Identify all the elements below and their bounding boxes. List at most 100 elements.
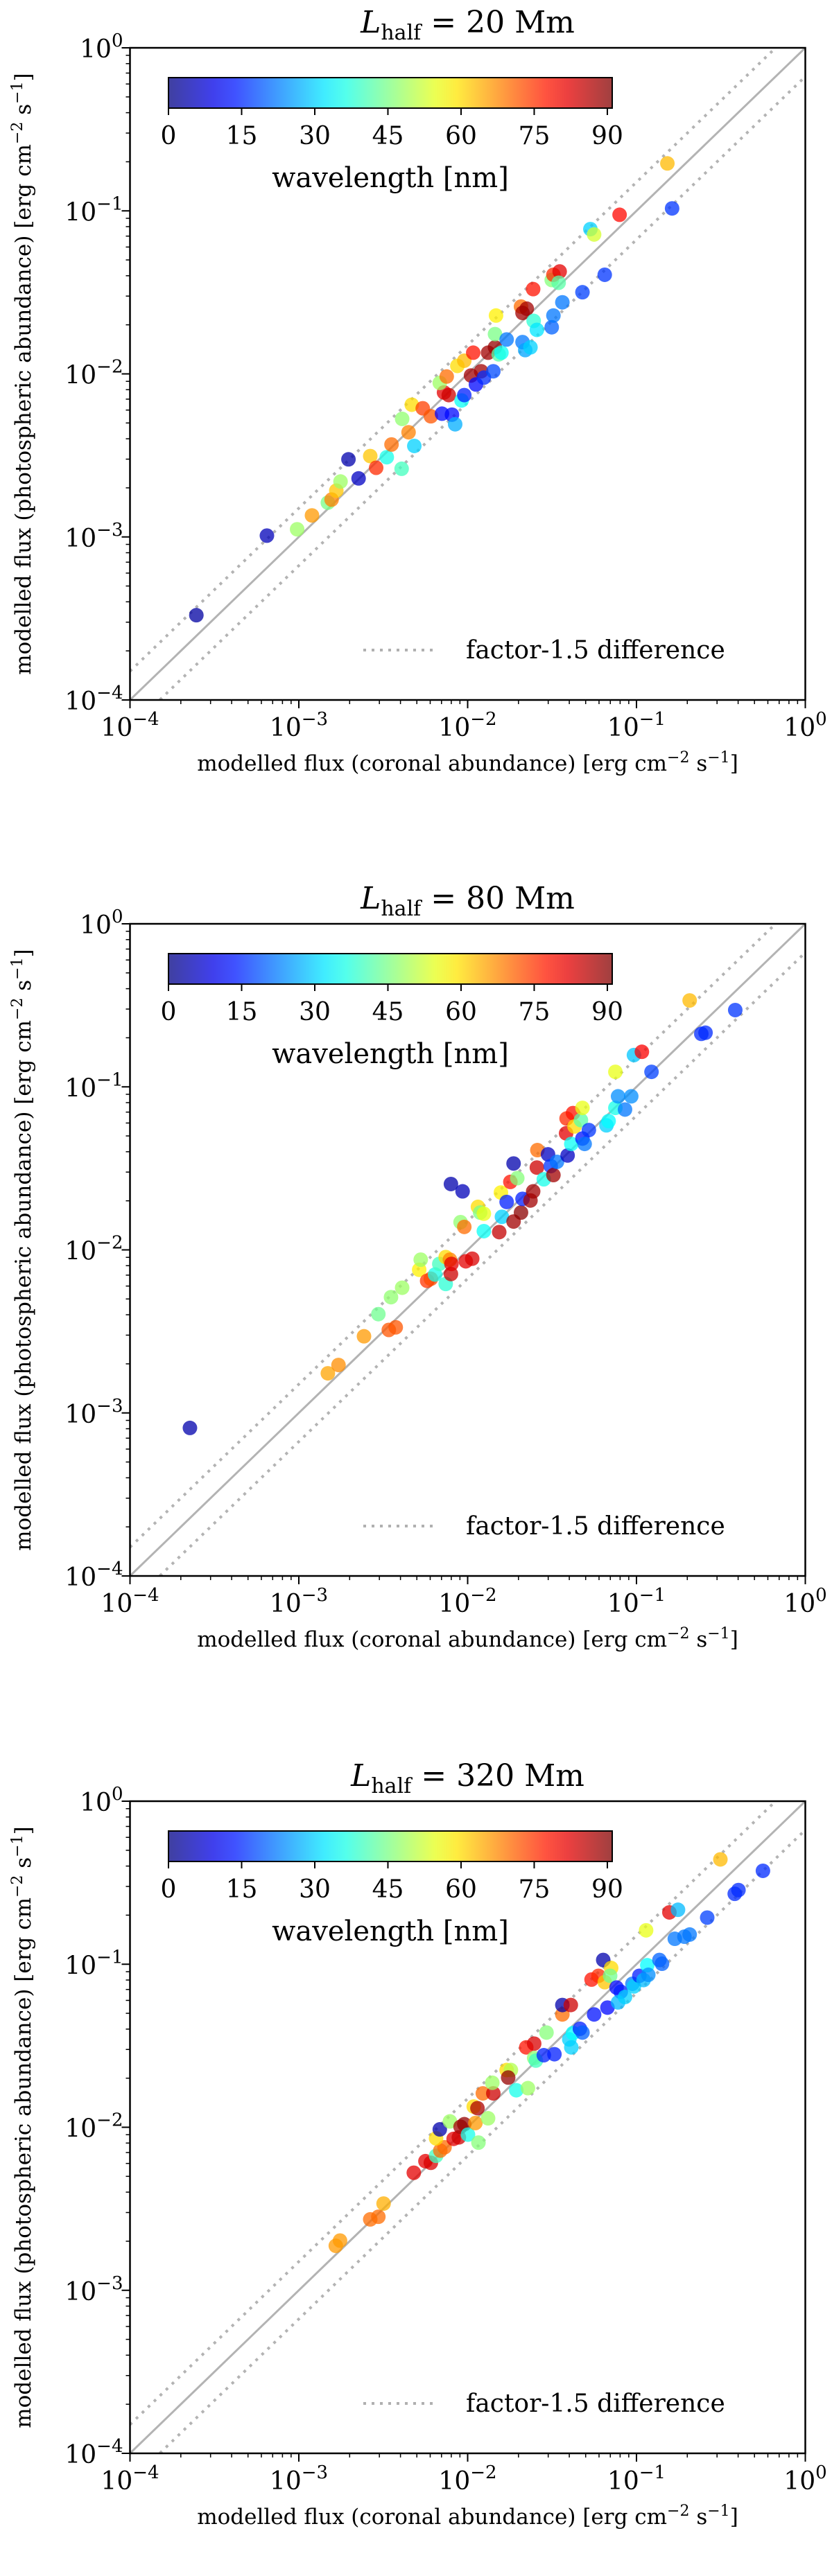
colorbar-label: wavelength [nm] — [272, 1038, 509, 1070]
data-point — [259, 528, 275, 543]
data-point — [351, 471, 366, 486]
data-point — [755, 1863, 770, 1878]
colorbar-tick-label: 60 — [445, 1875, 477, 1904]
data-point — [488, 308, 503, 323]
data-point — [388, 1320, 404, 1335]
colorbar-tick-label: 90 — [591, 1875, 623, 1904]
data-point — [320, 1366, 336, 1381]
data-point — [551, 275, 566, 290]
scatter-panel-1: Lhalf = 20 Mm 10−4 10−3 10−2 10−1 100 10−4 10−3… — [0, 0, 832, 859]
data-point — [587, 2007, 602, 2022]
data-point — [486, 2086, 501, 2101]
colorbar — [168, 953, 613, 985]
y-tick-label: 10−4 — [64, 683, 123, 716]
data-point — [682, 993, 697, 1008]
colorbar-tick-label: 30 — [299, 122, 331, 150]
scatter-chart: Lhalf = 320 Mm 10−4 10−3 10−2 10−1 100 10−4 10−… — [9, 1758, 827, 2530]
data-point — [444, 1256, 459, 1272]
data-point — [526, 2036, 541, 2051]
scatter-chart: Lhalf = 20 Mm 10−4 10−3 10−2 10−1 100 10−4 10−3… — [9, 5, 827, 776]
data-point — [384, 437, 399, 452]
colorbar-tick-label: 45 — [372, 998, 404, 1026]
y-axis-label: modelled flux (photospheric abundance) [… — [9, 949, 36, 1550]
colorbar-tick-label: 75 — [519, 122, 551, 150]
data-point — [587, 227, 602, 242]
data-point — [727, 1002, 743, 1017]
data-point — [470, 2101, 485, 2116]
x-tick-label: 10−4 — [101, 2462, 159, 2496]
data-point — [564, 1137, 579, 1152]
data-point — [480, 2111, 496, 2126]
colorbar-label: wavelength [nm] — [272, 1916, 509, 1947]
colorbar-tick-label: 90 — [591, 998, 623, 1026]
data-point — [536, 2048, 551, 2063]
x-tick-label: 10−1 — [607, 2462, 666, 2496]
data-point — [501, 2070, 516, 2085]
y-axis-label: modelled flux (photospheric abundance) [… — [9, 73, 36, 674]
data-point — [356, 1329, 372, 1344]
data-point — [552, 264, 567, 279]
data-point — [655, 1956, 670, 1972]
data-point — [608, 1064, 623, 1080]
data-point — [401, 425, 416, 440]
data-point — [700, 1910, 715, 1925]
data-point — [290, 522, 305, 537]
data-point — [509, 2083, 524, 2098]
factor-1.5-upper-line — [130, 48, 778, 673]
data-point — [603, 1968, 618, 1983]
data-point — [189, 608, 204, 623]
y-tick-label: 100 — [80, 30, 123, 64]
x-axis-label: modelled flux (coronal abundance) [erg c… — [197, 2503, 738, 2530]
data-point — [485, 2075, 500, 2090]
data-point — [564, 2040, 579, 2055]
data-point — [475, 2086, 490, 2101]
factor-1.5-upper-line — [130, 1801, 778, 2426]
data-point — [379, 450, 395, 465]
data-point — [506, 1156, 521, 1171]
data-point — [623, 1089, 639, 1104]
x-tick-label: 10−3 — [270, 2462, 328, 2496]
y-tick-label: 10−2 — [64, 2110, 123, 2144]
data-point — [634, 1044, 650, 1060]
x-tick-label: 10−4 — [101, 709, 159, 742]
data-point — [494, 345, 509, 360]
one-to-one-line — [130, 924, 806, 1576]
x-tick-label: 100 — [783, 1585, 826, 1618]
colorbar-tick-label: 30 — [299, 1875, 331, 1904]
data-point — [486, 364, 501, 379]
x-axis-label: modelled flux (coronal abundance) [erg c… — [197, 1625, 738, 1652]
colorbar — [168, 1830, 613, 1862]
chart-title: Lhalf = 320 Mm — [350, 1758, 584, 1798]
scatter-panel-3: Lhalf = 320 Mm 10−4 10−3 10−2 10−1 100 10−4 10−… — [0, 1717, 832, 2576]
y-tick-label: 10−3 — [64, 520, 123, 553]
data-point — [575, 2025, 590, 2040]
y-tick-label: 10−1 — [64, 1069, 123, 1103]
x-axis-label: modelled flux (coronal abundance) [erg c… — [197, 749, 738, 776]
data-point — [682, 1927, 697, 1942]
y-tick-label: 10−1 — [64, 193, 123, 227]
data-point — [341, 452, 356, 467]
factor-1.5-lower-line — [157, 75, 806, 700]
data-point — [597, 267, 612, 282]
data-point — [331, 1358, 346, 1373]
data-point — [575, 285, 590, 300]
data-point — [544, 319, 560, 335]
data-point — [441, 387, 456, 403]
colorbar-tick-label: 45 — [372, 1875, 404, 1904]
data-point — [664, 201, 679, 216]
colorbar-tick-label: 15 — [226, 122, 258, 150]
data-point — [371, 2209, 386, 2225]
y-tick-label: 10−2 — [64, 357, 123, 390]
x-tick-label: 10−2 — [438, 709, 496, 742]
colorbar-tick-label: 0 — [161, 1875, 177, 1904]
data-point — [413, 1252, 428, 1268]
data-point — [304, 508, 320, 523]
data-point — [520, 2080, 535, 2096]
data-point — [432, 2122, 447, 2137]
chart-title: Lhalf = 20 Mm — [360, 5, 575, 45]
colorbar-label: wavelength [nm] — [272, 162, 509, 194]
data-point — [523, 340, 538, 355]
data-point — [333, 474, 348, 489]
data-point — [670, 1902, 686, 1918]
data-point — [394, 461, 409, 476]
